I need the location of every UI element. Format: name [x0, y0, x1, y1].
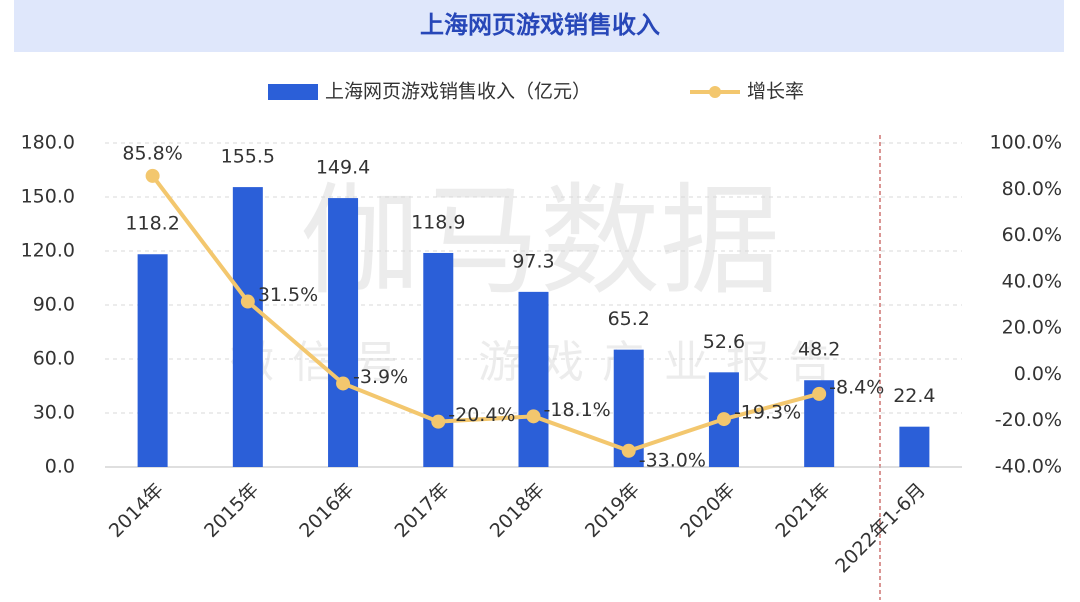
line-point: [526, 409, 541, 424]
bar-label: 52.6: [703, 331, 745, 353]
y2-tick-label: 60.0%: [1002, 224, 1062, 246]
y-tick-label: 120.0: [21, 240, 75, 262]
line-point: [145, 168, 160, 183]
legend-label: 增长率: [747, 81, 804, 103]
legend-swatch: [709, 86, 721, 98]
y2-tick-label: 80.0%: [1002, 178, 1062, 200]
line-point: [431, 414, 446, 429]
x-tick-label: 2020年: [676, 479, 739, 542]
line-label: 85.8%: [122, 142, 182, 164]
line-label: -3.9%: [353, 366, 408, 388]
title-banner: [14, 0, 1064, 52]
line-point: [336, 376, 351, 391]
bar-label: 118.2: [125, 213, 179, 235]
bar-label: 149.4: [316, 157, 370, 179]
y-tick-label: 0.0: [45, 456, 75, 478]
y-tick-label: 150.0: [21, 186, 75, 208]
y2-tick-label: 40.0%: [1002, 270, 1062, 292]
bar-label: 118.9: [411, 211, 465, 233]
y-tick-label: 180.0: [21, 132, 75, 154]
x-tick-label: 2019年: [581, 479, 644, 542]
bar: [232, 187, 263, 467]
bar-label: 155.5: [221, 146, 275, 168]
line-point: [716, 412, 731, 427]
y2-tick-label: -20.0%: [995, 409, 1062, 431]
y-tick-label: 30.0: [33, 402, 75, 424]
bar-label: 22.4: [893, 385, 935, 407]
bar-label: 48.2: [798, 339, 840, 361]
x-tick-label: 2016年: [295, 479, 358, 542]
line-label: -8.4%: [829, 376, 884, 398]
y-tick-label: 90.0: [33, 294, 75, 316]
watermark: 伽马数据: [300, 173, 780, 312]
line-point: [240, 294, 255, 309]
line-label: -19.3%: [734, 402, 801, 424]
legend-label: 上海网页游戏销售收入（亿元）: [325, 81, 591, 103]
line-label: -20.4%: [448, 404, 515, 426]
bar: [137, 254, 168, 467]
bar: [518, 291, 549, 467]
line-label: 31.5%: [258, 284, 318, 306]
line: [151, 174, 820, 453]
y-tick-label: 60.0: [33, 348, 75, 370]
x-tick-label: 2018年: [486, 479, 549, 542]
bar: [328, 198, 359, 467]
line-label: -33.0%: [639, 449, 706, 471]
y2-tick-label: 0.0%: [1014, 363, 1062, 385]
x-tick-label: 2017年: [391, 479, 454, 542]
bar: [899, 426, 930, 467]
legend-swatch: [268, 84, 318, 100]
y2-tick-label: 20.0%: [1002, 317, 1062, 339]
line-label: -18.1%: [544, 399, 611, 421]
x-tick-label: 2021年: [771, 479, 834, 542]
line-point: [812, 386, 827, 401]
bar: [423, 252, 454, 467]
line-point: [621, 443, 636, 458]
y2-tick-label: 100.0%: [990, 132, 1062, 154]
chart-title: 上海网页游戏销售收入: [420, 11, 660, 39]
x-tick-label: 2014年: [105, 479, 168, 542]
x-tick-label: 2015年: [200, 479, 263, 542]
bar-label: 97.3: [512, 250, 554, 272]
bar-label: 65.2: [608, 308, 650, 330]
y2-tick-label: -40.0%: [995, 456, 1062, 478]
